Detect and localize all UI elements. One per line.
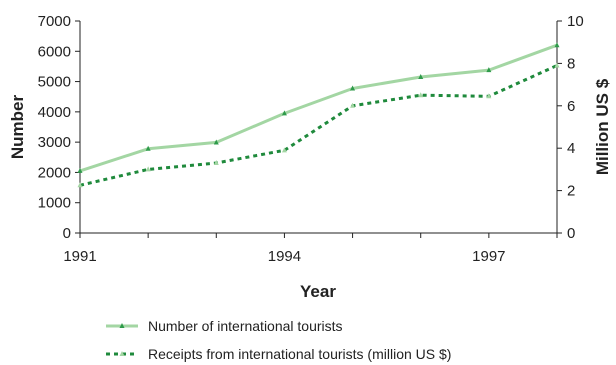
right-tick-label-2: 2 xyxy=(567,183,575,200)
series-0-point-1994 xyxy=(281,110,287,116)
series-1-point-1992 xyxy=(145,166,151,172)
y-axis-title-left: Number xyxy=(8,95,27,160)
series-0-point-1996 xyxy=(418,74,424,80)
series-1-point-1994 xyxy=(281,147,287,153)
left-tick-label-7000: 7000 xyxy=(38,13,71,30)
series-0-point-1991 xyxy=(77,167,83,173)
series-0-point-1993 xyxy=(213,139,219,145)
x-axis-title: Year xyxy=(300,282,336,301)
left-tick-label-1000: 1000 xyxy=(38,195,71,212)
x-tick-label-1997: 1997 xyxy=(472,248,505,265)
left-tick-label-0: 0 xyxy=(63,225,71,242)
y-axis-title-right: Million US $ xyxy=(593,78,612,175)
legend-label-receipts: Receipts from international tourists (mi… xyxy=(148,346,451,362)
x-tick-label-1991: 1991 xyxy=(63,248,96,265)
left-tick-label-4000: 4000 xyxy=(38,104,71,121)
x-axis-ticks: 1991 1994 1997 xyxy=(63,233,558,265)
left-tick-label-3000: 3000 xyxy=(38,134,71,151)
right-tick-label-0: 0 xyxy=(567,225,575,242)
right-axis-ticks: 0 2 4 6 8 10 xyxy=(557,13,584,242)
left-tick-label-5000: 5000 xyxy=(38,74,71,91)
series-1-point-1991 xyxy=(77,182,83,188)
right-tick-label-6: 6 xyxy=(567,98,575,115)
series-0-point-1992 xyxy=(145,145,151,151)
right-axis: 0 2 4 6 8 10 xyxy=(556,13,584,242)
left-tick-label-6000: 6000 xyxy=(38,43,71,60)
x-tick-label-1994: 1994 xyxy=(268,248,301,265)
series-1-point-1996 xyxy=(418,92,424,98)
series-0-point-1995 xyxy=(350,85,356,91)
series-1-point-1993 xyxy=(213,160,219,166)
legend-marker-receipts xyxy=(119,351,125,356)
legend-label-tourists: Number of international tourists xyxy=(148,318,343,334)
series-1-point-1995 xyxy=(350,102,356,108)
series-0-point-1998 xyxy=(554,42,560,48)
right-tick-label-10: 10 xyxy=(567,13,584,30)
legend-marker-tourists xyxy=(119,323,125,328)
left-axis-ticks: 0 1000 2000 3000 4000 5000 6000 7000 xyxy=(38,13,80,242)
series-1-point-1998 xyxy=(554,62,560,68)
right-tick-label-4: 4 xyxy=(567,140,575,157)
x-axis: 1991 1994 1997 xyxy=(63,232,558,265)
legend-item-receipts: Receipts from international tourists (mi… xyxy=(106,346,451,362)
series-1-point-1997 xyxy=(486,93,492,99)
legend-item-tourists: Number of international tourists xyxy=(106,318,343,334)
left-axis: 0 1000 2000 3000 4000 5000 6000 7000 xyxy=(38,13,81,242)
legend: Number of international tourists Receipt… xyxy=(106,318,451,362)
series-line-0 xyxy=(79,43,558,173)
right-tick-label-8: 8 xyxy=(567,55,575,72)
series-layer xyxy=(77,42,560,188)
series-line-1 xyxy=(79,64,558,187)
left-tick-label-2000: 2000 xyxy=(38,164,71,181)
series-0-point-1997 xyxy=(486,67,492,73)
